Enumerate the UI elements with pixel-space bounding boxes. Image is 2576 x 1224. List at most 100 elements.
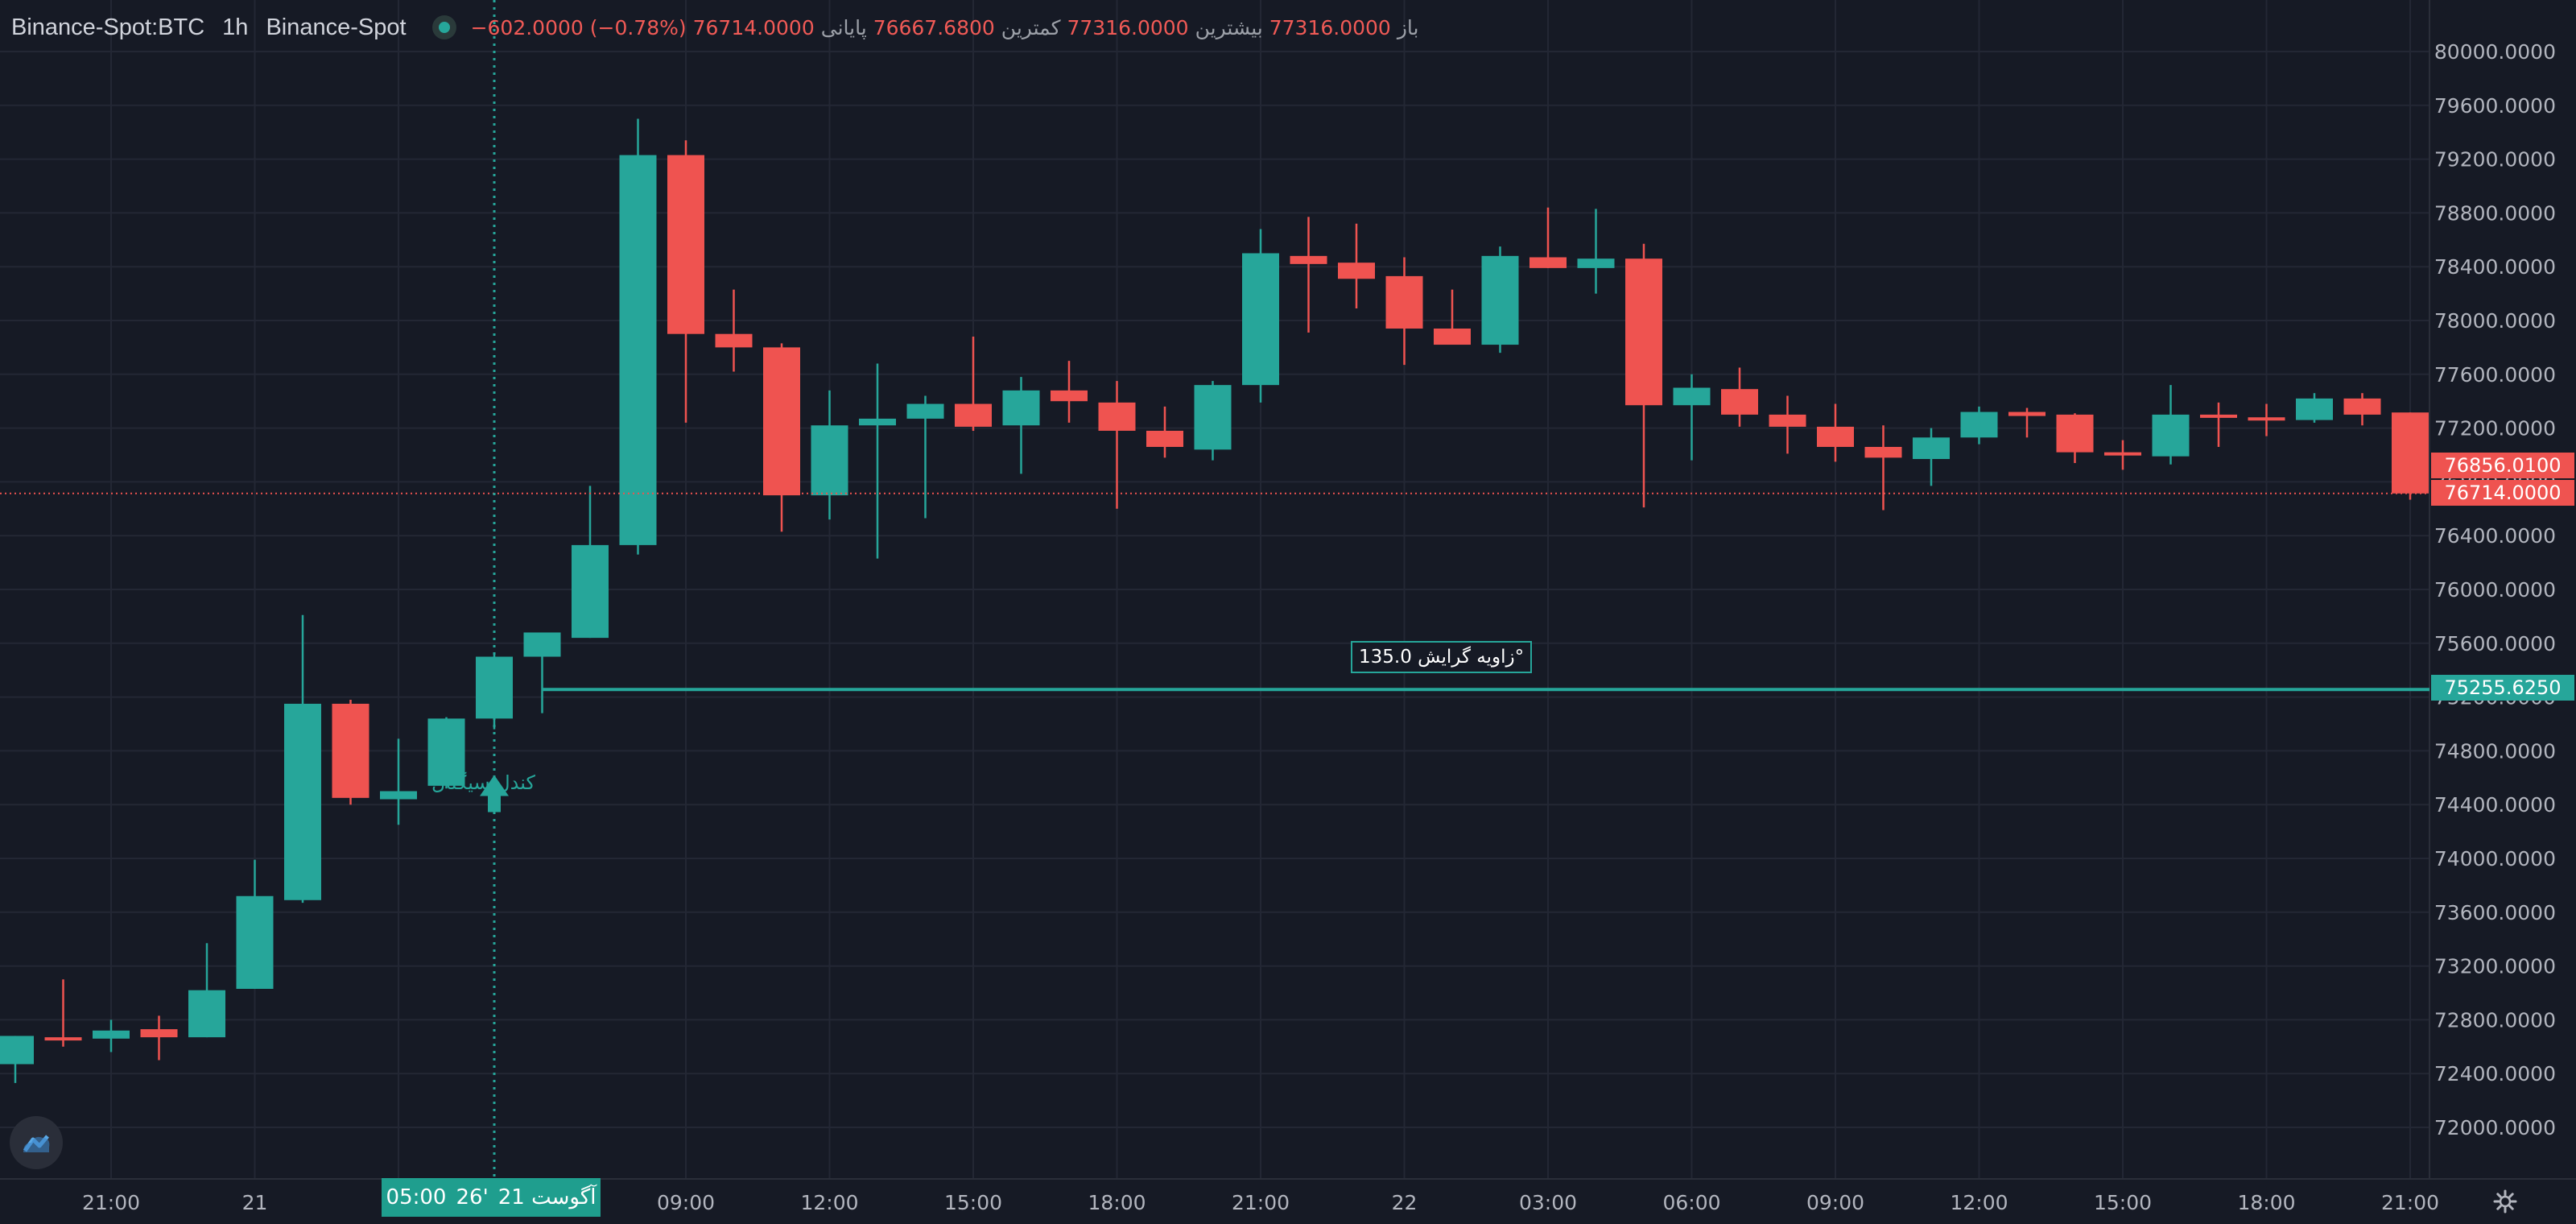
crosshair-time: 05:00 (386, 1185, 447, 1210)
price-tick-label: 77600.0000 (2434, 363, 2556, 387)
symbol-legend: Binance-Spot:BTC 1h Binance-Spot −602.00… (11, 11, 1419, 43)
candle-body (1625, 258, 1662, 406)
crosshair-day: 26' (456, 1185, 489, 1210)
candle-body (1002, 390, 1040, 426)
candle-body (2200, 414, 2237, 418)
gear-icon[interactable] (2489, 1185, 2521, 1218)
live-dot-icon (431, 15, 456, 39)
time-axis-labels: 21:0021009:0012:0015:0018:0021:002203:00… (82, 1191, 2439, 1214)
symbol-name[interactable]: Binance-Spot:BTC (11, 14, 205, 40)
time-tick-label: 15:00 (2094, 1191, 2152, 1214)
candle-body (572, 544, 609, 639)
high-value: 77316.0000 (1067, 15, 1189, 39)
candle-body (1817, 426, 1854, 447)
candle-body (667, 155, 704, 334)
price-tick-label: 72400.0000 (2434, 1062, 2556, 1085)
horizontal-line-price-tag: 75255.6250 (2431, 675, 2574, 701)
ohlc-values: −602.0000 (−0.78%) 76714.0000 پایانی 766… (471, 16, 1419, 39)
candle-body (1481, 255, 1519, 345)
candle-body (955, 403, 992, 427)
candle-body (236, 895, 274, 989)
candle-body (1051, 390, 1088, 402)
price-tick-label: 79200.0000 (2434, 148, 2556, 172)
candle-body (93, 1030, 130, 1039)
candle-body (1338, 263, 1375, 279)
time-tick-label: 18:00 (1088, 1191, 1146, 1214)
candle-body (523, 632, 561, 657)
time-tick-label: 12:00 (1950, 1191, 2008, 1214)
candle-body (859, 418, 896, 426)
high-label: بیشترین (1195, 15, 1263, 39)
candle-body (1290, 255, 1327, 264)
time-tick-label: 21:00 (82, 1191, 140, 1214)
time-tick-label: 15:00 (944, 1191, 1002, 1214)
price-tick-label: 78400.0000 (2434, 255, 2556, 279)
candle-body (0, 1036, 34, 1065)
price-axis-labels: 80000.0000 79600.0000 79200.0000 78800.0000… (2434, 40, 2556, 1139)
candle-body (763, 347, 800, 496)
candle-body (332, 703, 369, 798)
candle-body (140, 1029, 178, 1038)
candle-body (619, 155, 657, 545)
candle-body (427, 718, 465, 786)
price-tick-label: 75600.0000 (2434, 632, 2556, 655)
price-tick-label: 76400.0000 (2434, 524, 2556, 548)
price-tick-label: 79600.0000 (2434, 94, 2556, 118)
open-label: باز (1397, 15, 1419, 39)
time-tick-label: 21:00 (1232, 1191, 1290, 1214)
time-tick-label: 06:00 (1662, 1191, 1720, 1214)
time-tick-label: 09:00 (1806, 1191, 1864, 1214)
price-tick-label: 78000.0000 (2434, 309, 2556, 333)
candle-body (1146, 430, 1183, 447)
candle-body (1434, 329, 1471, 345)
time-tick-label: 03:00 (1519, 1191, 1577, 1214)
crosshair-time-label: 05:00 26' آگوست 21 (382, 1178, 601, 1217)
candle-body (906, 403, 944, 419)
candle-body (1864, 446, 1902, 458)
signal-candle-note[interactable]: کندل سیگنال (431, 771, 535, 794)
candle-body (1194, 385, 1232, 450)
signal-arrow-icon (480, 775, 509, 813)
price-tick-label: 78800.0000 (2434, 201, 2556, 225)
trend-angle-label[interactable]: زاویه گرایش 135.0° (1351, 641, 1533, 673)
candle-body (2152, 414, 2190, 457)
candle-body (715, 333, 753, 348)
interval-label[interactable]: 1h (222, 14, 249, 40)
candle-body (1242, 253, 1279, 386)
candle-body (380, 791, 417, 800)
tradingview-cloud-icon[interactable] (10, 1116, 63, 1169)
candle-body (2008, 411, 2046, 416)
price-tick-label: 73200.0000 (2434, 955, 2556, 978)
crosshair-date: آگوست 21 (497, 1185, 597, 1210)
price-tick-label: 77200.0000 (2434, 417, 2556, 440)
last-price-tag: 76714.0000 (2431, 480, 2574, 506)
price-tick-label: 74400.0000 (2434, 793, 2556, 817)
prev-close-price-tag: 76856.0100 (2431, 453, 2574, 478)
close-value: 76714.0000 (692, 15, 815, 39)
change-value: −602.0000 (−0.78%) (470, 15, 687, 39)
candle-body (2056, 414, 2094, 453)
candle-body (1577, 258, 1615, 268)
price-tick-label: 80000.0000 (2434, 40, 2556, 64)
candle-body (2392, 412, 2429, 494)
price-tick-label: 72800.0000 (2434, 1008, 2556, 1032)
time-tick-label: 21:00 (2381, 1191, 2439, 1214)
candle-body (2104, 452, 2141, 456)
candlesticks[interactable] (0, 118, 2429, 1083)
candle-body (1385, 275, 1423, 329)
open-value: 77316.0000 (1269, 15, 1391, 39)
candle-body (1673, 387, 1711, 406)
price-tick-label: 72000.0000 (2434, 1116, 2556, 1139)
time-tick-label: 21 (242, 1191, 268, 1214)
low-value: 76667.6800 (873, 15, 995, 39)
candle-body (1769, 414, 1806, 427)
candle-body (1913, 437, 1950, 460)
price-tick-label: 76000.0000 (2434, 578, 2556, 602)
price-tick-label: 74800.0000 (2434, 739, 2556, 763)
low-label: کمترین (1001, 15, 1061, 39)
candle-body (1960, 411, 1998, 438)
candle-body (2248, 417, 2285, 421)
exchange-label[interactable]: Binance-Spot (266, 14, 407, 40)
